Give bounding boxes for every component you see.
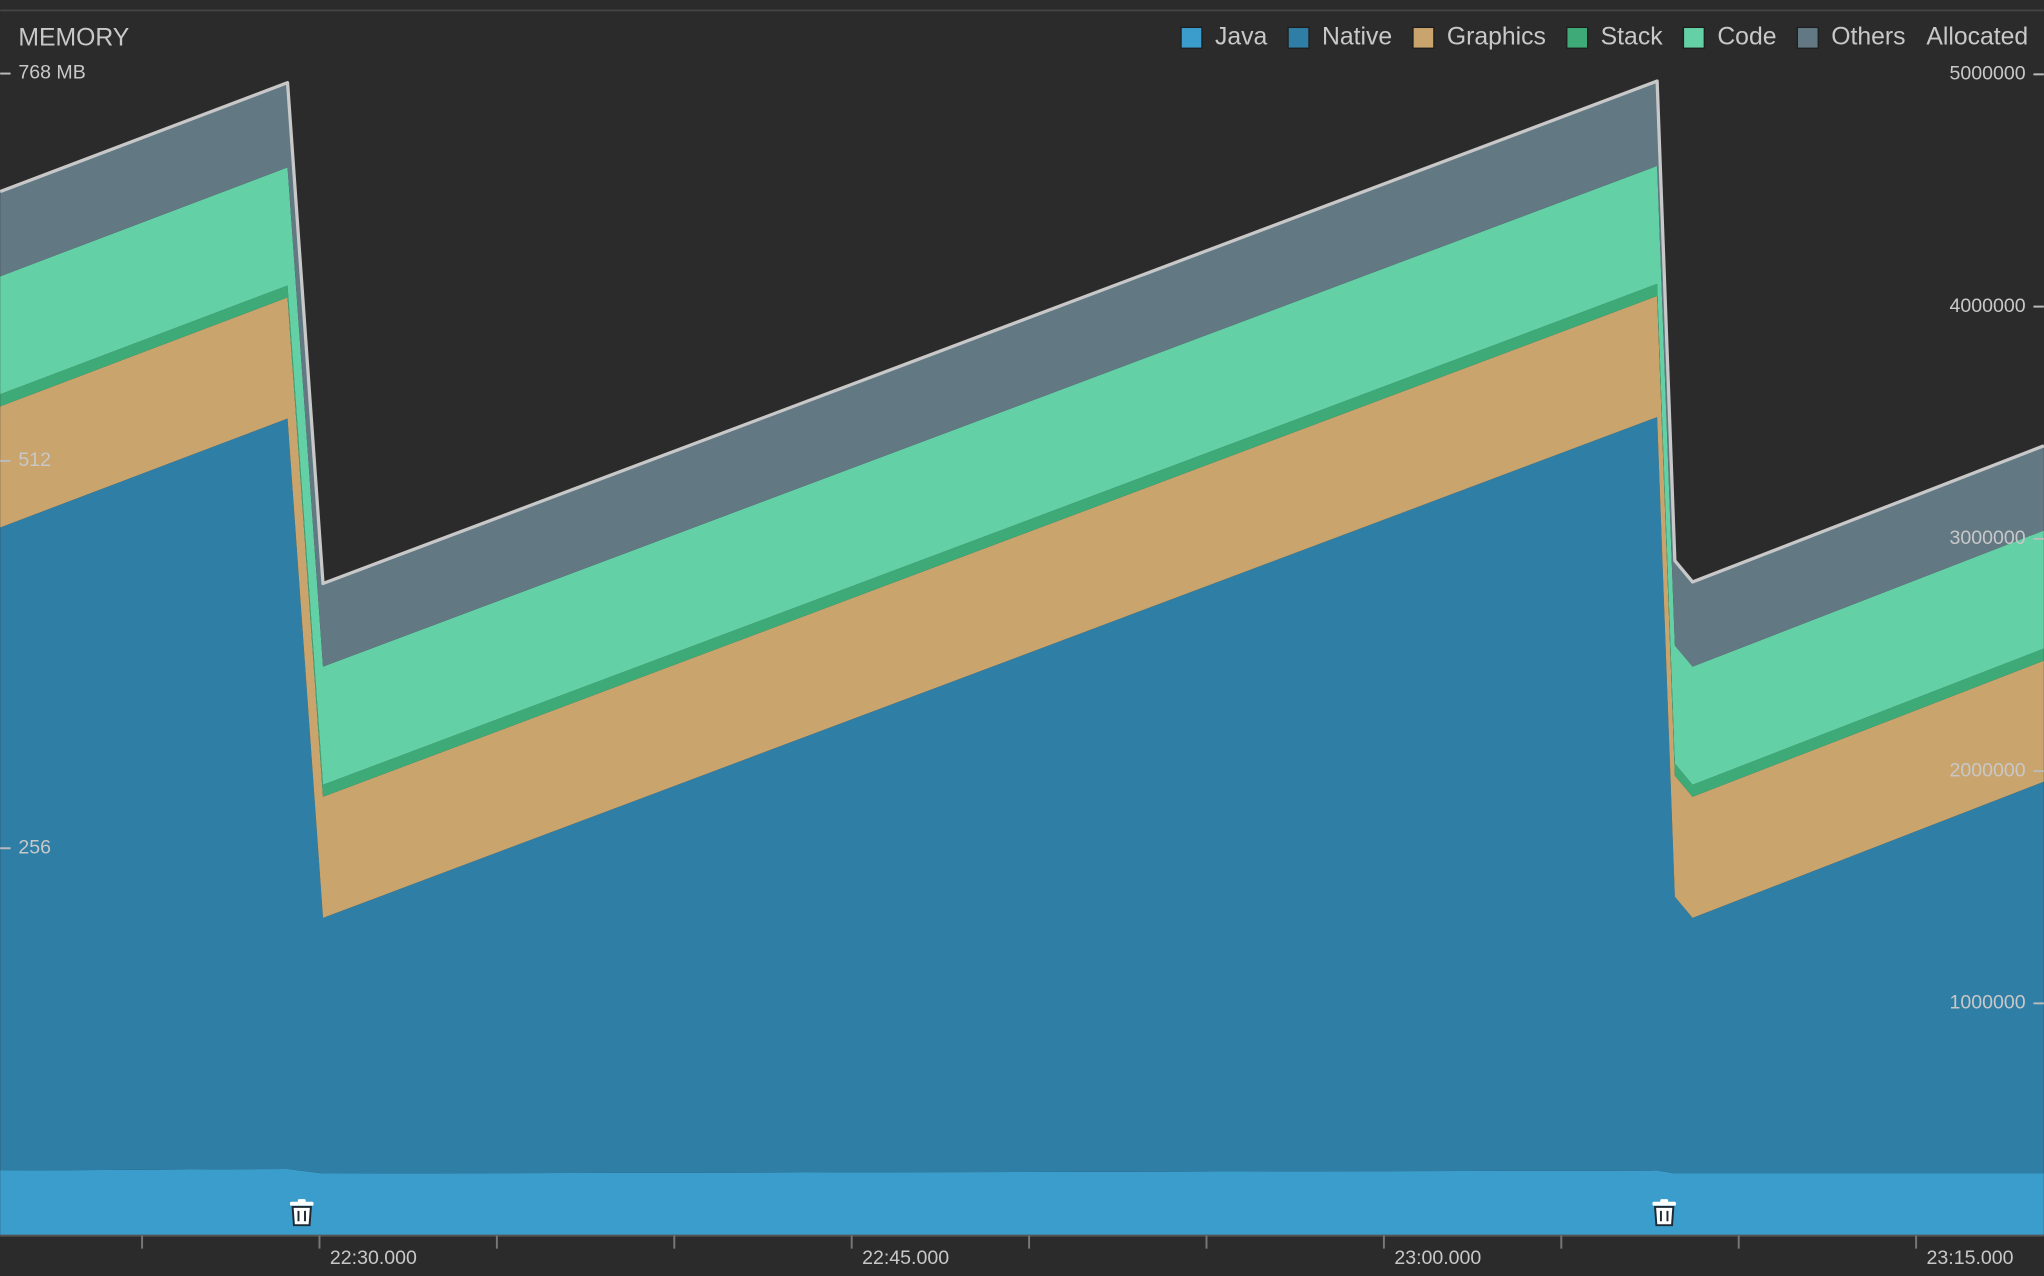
trash-lid bbox=[290, 1201, 314, 1206]
chart-title: MEMORY bbox=[18, 25, 129, 52]
area-graphics bbox=[0, 295, 2044, 918]
legend-swatch bbox=[1566, 26, 1589, 49]
area-java bbox=[0, 1168, 2044, 1236]
legend-label: Allocated bbox=[1926, 23, 2028, 50]
x-tick-label: 22:30.000 bbox=[330, 1247, 417, 1269]
y2-tick-label: 2000000 bbox=[1949, 759, 2025, 781]
y2-tick-label: 3000000 bbox=[1949, 527, 2025, 549]
legend-swatch bbox=[1682, 26, 1705, 49]
area-others bbox=[0, 81, 2044, 667]
legend-label: Stack bbox=[1601, 23, 1664, 50]
legend-swatch bbox=[1180, 26, 1203, 49]
legend-label: Code bbox=[1717, 23, 1776, 50]
legend-label: Java bbox=[1215, 23, 1268, 50]
legend-label: Native bbox=[1322, 23, 1392, 50]
trash-handle bbox=[1660, 1199, 1669, 1204]
y2-tick-label: 4000000 bbox=[1949, 295, 2025, 317]
y2-tick-label: 1000000 bbox=[1949, 992, 2025, 1014]
area-native bbox=[0, 417, 2044, 1174]
legend-label: Others bbox=[1831, 23, 1905, 50]
legend-swatch bbox=[1412, 26, 1435, 49]
area-code bbox=[0, 165, 2044, 785]
legend-label: Graphics bbox=[1447, 23, 1546, 50]
trash-lid bbox=[1652, 1201, 1676, 1206]
gc-event-icon bbox=[1652, 1199, 1676, 1227]
overlay: 22:30.000 22:45.000 23:00.000 23:15.000 256 5… bbox=[0, 23, 2044, 1269]
trash-lines bbox=[1659, 1210, 1669, 1222]
y-tick-label: 512 bbox=[18, 449, 51, 471]
gc-event-icon bbox=[290, 1199, 314, 1227]
y2-tick-label: 5000000 bbox=[1949, 63, 2025, 85]
trash-body bbox=[1654, 1205, 1675, 1227]
x-tick-label: 23:00.000 bbox=[1394, 1247, 1481, 1269]
x-tick-label: 22:45.000 bbox=[862, 1247, 949, 1269]
areas bbox=[0, 81, 2044, 1236]
trash-body bbox=[291, 1205, 312, 1227]
trash-handle bbox=[297, 1199, 306, 1204]
legend-swatch bbox=[1287, 26, 1310, 49]
total-outline bbox=[0, 79, 2044, 586]
x-tick-label: 23:15.000 bbox=[1927, 1247, 2014, 1269]
trash-lines bbox=[297, 1210, 306, 1222]
y-tick-label: 256 bbox=[18, 836, 51, 858]
legend-swatch bbox=[1796, 26, 1819, 49]
y-tick-label: 768 MB bbox=[18, 62, 85, 84]
